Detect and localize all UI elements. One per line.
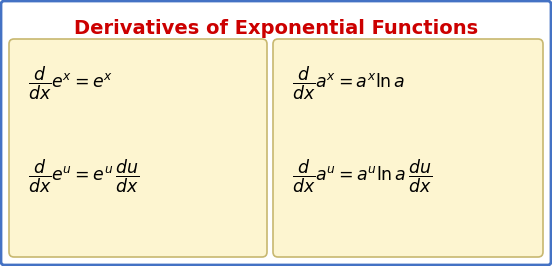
FancyBboxPatch shape (273, 39, 543, 257)
Text: $\dfrac{d}{dx}a^x = a^x \ln a$: $\dfrac{d}{dx}a^x = a^x \ln a$ (292, 64, 405, 102)
FancyBboxPatch shape (9, 39, 267, 257)
Text: $\dfrac{d}{dx}e^u = e^u\,\dfrac{du}{dx}$: $\dfrac{d}{dx}e^u = e^u\,\dfrac{du}{dx}$ (28, 157, 139, 195)
Text: $\dfrac{d}{dx}e^x = e^x$: $\dfrac{d}{dx}e^x = e^x$ (28, 64, 113, 102)
Text: $\dfrac{d}{dx}a^u = a^u \ln a\,\dfrac{du}{dx}$: $\dfrac{d}{dx}a^u = a^u \ln a\,\dfrac{du… (292, 157, 432, 195)
Text: Derivatives of Exponential Functions: Derivatives of Exponential Functions (74, 19, 478, 38)
